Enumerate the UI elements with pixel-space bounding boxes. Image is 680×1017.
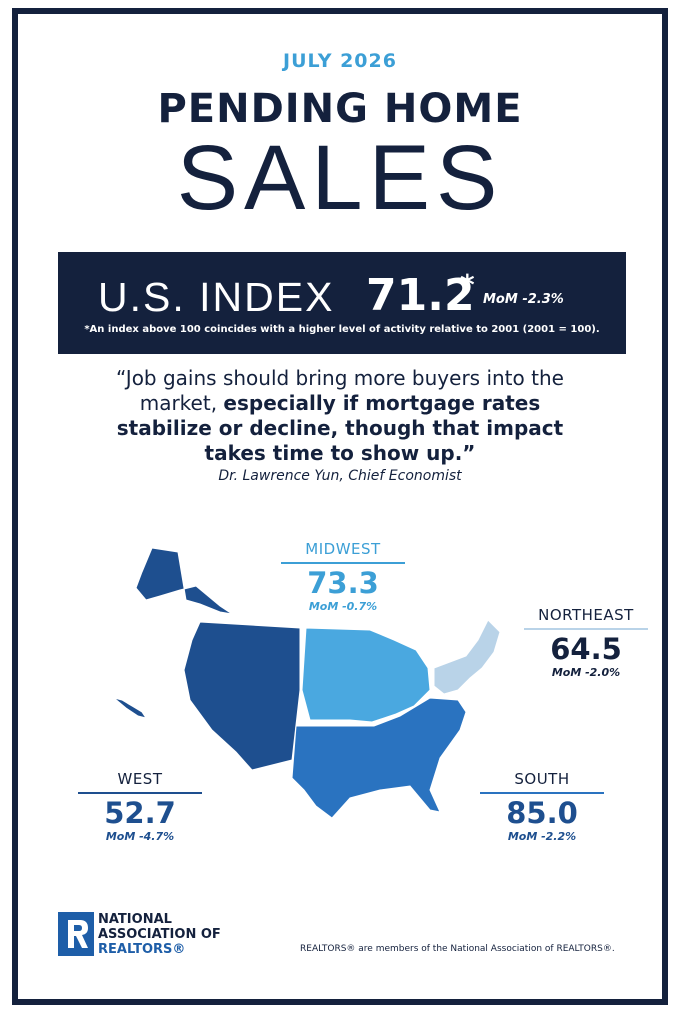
south-region bbox=[291, 697, 467, 819]
northeast-region bbox=[433, 619, 501, 695]
region-name: NORTHEAST bbox=[524, 606, 648, 630]
index-value: 71.2 bbox=[366, 270, 475, 321]
region-value: 85.0 bbox=[506, 796, 578, 830]
logo-text: NATIONAL ASSOCIATION OF REALTORS® bbox=[98, 912, 221, 957]
index-box: U.S. INDEX 71.2 * MoM -2.3% *An index ab… bbox=[58, 252, 626, 354]
index-label: U.S. INDEX bbox=[98, 274, 335, 320]
date: JULY 2026 bbox=[283, 50, 397, 72]
region-name: SOUTH bbox=[480, 770, 604, 794]
index-change: MoM -2.3% bbox=[483, 292, 564, 307]
region: SOUTH 85.0 MoM -2.2% bbox=[480, 770, 604, 843]
region-value: 73.3 bbox=[307, 566, 379, 600]
title-line: PENDING HOME bbox=[157, 86, 523, 132]
region-name: WEST bbox=[78, 770, 202, 794]
region-change: MoM -2.2% bbox=[507, 830, 577, 843]
logo-line: REALTORS® bbox=[98, 942, 186, 957]
region-change: MoM -2.0% bbox=[551, 666, 621, 679]
quote-text: “Job gains should bring more buyers into… bbox=[116, 366, 564, 415]
title-line: SALES bbox=[176, 127, 504, 229]
region: WEST 52.7 MoM -4.7% bbox=[78, 770, 202, 843]
region-name: MIDWEST bbox=[281, 540, 405, 564]
attribution: Dr. Lawrence Yun, Chief Economist bbox=[218, 468, 462, 484]
region-change: MoM -0.7% bbox=[308, 600, 378, 613]
quote-bold: especially if mortgage rates stabilize o… bbox=[116, 391, 564, 465]
index-footnote: *An index above 100 coincides with a hig… bbox=[84, 324, 600, 335]
frame bbox=[12, 8, 668, 1005]
index-asterisk: * bbox=[460, 268, 475, 301]
midwest-region bbox=[301, 627, 431, 723]
logo-line: NATIONAL bbox=[98, 912, 172, 927]
region-value: 52.7 bbox=[104, 796, 176, 830]
quote: “Job gains should bring more buyers into… bbox=[110, 366, 570, 466]
alaska bbox=[135, 547, 233, 615]
hawaii bbox=[113, 697, 148, 719]
region-value: 64.5 bbox=[550, 632, 622, 666]
region: MIDWEST 73.3 MoM -0.7% bbox=[281, 540, 405, 613]
west-region bbox=[183, 621, 301, 771]
region: NORTHEAST 64.5 MoM -2.0% bbox=[524, 606, 648, 679]
disclaimer: REALTORS® are members of the National As… bbox=[300, 944, 615, 954]
region-change: MoM -4.7% bbox=[105, 830, 175, 843]
logo-mark bbox=[58, 912, 94, 956]
logo-line: ASSOCIATION OF bbox=[98, 927, 221, 942]
